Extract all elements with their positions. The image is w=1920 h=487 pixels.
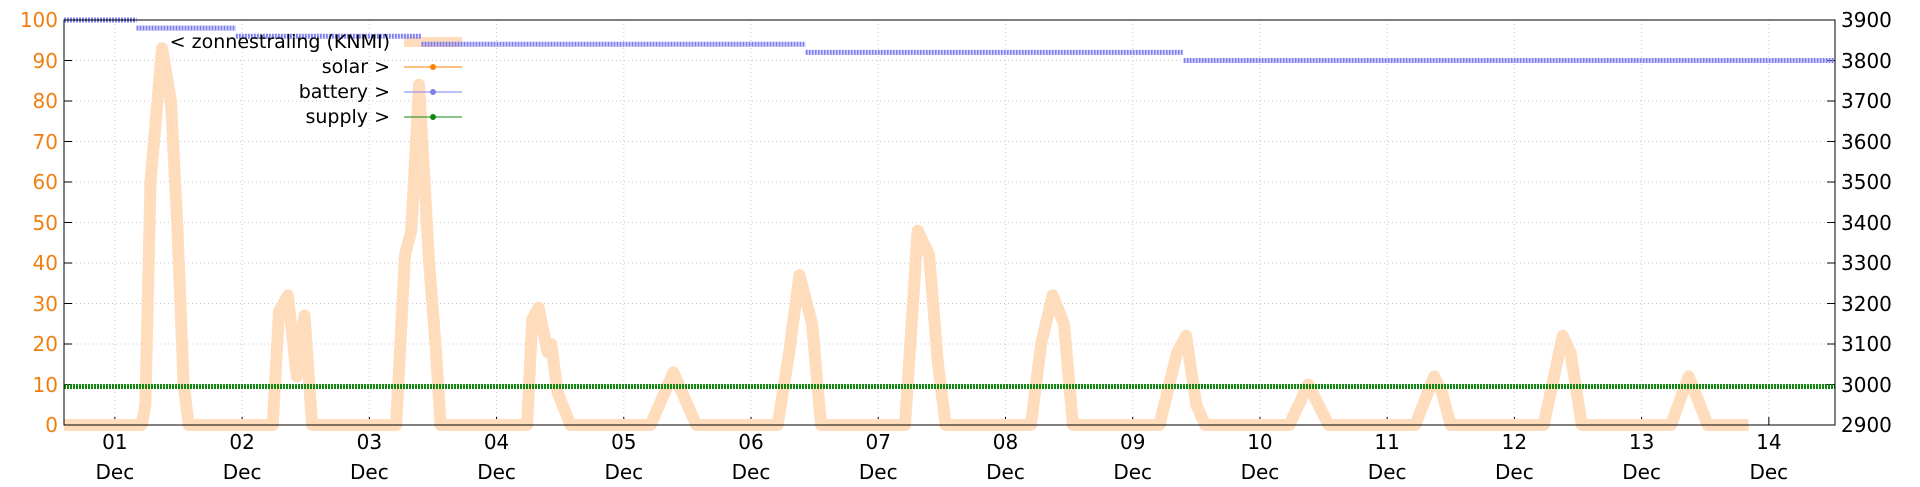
x-tick-label: 02 Dec bbox=[222, 430, 262, 484]
x-tick-label: 08 Dec bbox=[986, 430, 1025, 484]
y2-tick-label: 3200 bbox=[1841, 291, 1892, 316]
x-tick-label: 12 Dec bbox=[1495, 430, 1534, 484]
legend-label: < zonnestraling (KNMI) bbox=[169, 31, 390, 53]
x-tick-label: 05 Dec bbox=[604, 430, 644, 484]
legend-label: supply > bbox=[305, 106, 390, 128]
y2-tick-label: 3100 bbox=[1841, 332, 1892, 356]
y2-tick-label: 3600 bbox=[1841, 129, 1892, 154]
y-tick-label: 30 bbox=[32, 291, 58, 316]
x-tick-label: 01 Dec bbox=[95, 430, 135, 484]
y-tick-label: 10 bbox=[32, 372, 58, 397]
x-tick-label: 07 Dec bbox=[858, 430, 898, 484]
x-tick-label: 06 Dec bbox=[731, 430, 771, 484]
y-tick-label: 20 bbox=[32, 332, 58, 356]
legend-label: solar > bbox=[321, 56, 390, 78]
y-tick-label: 80 bbox=[32, 89, 58, 113]
y2-tick-label: 3800 bbox=[1841, 48, 1892, 73]
x-tick-label: 04 Dec bbox=[477, 430, 516, 484]
x-tick-label: 11 Dec bbox=[1367, 430, 1407, 484]
y2-tick-label: 3400 bbox=[1841, 210, 1892, 235]
x-tick-label: 09 Dec bbox=[1113, 430, 1153, 484]
x-tick-label: 14 Dec bbox=[1749, 430, 1789, 484]
y2-tick-label: 3700 bbox=[1841, 89, 1892, 113]
legend-marker bbox=[430, 89, 436, 95]
y2-tick-label: 3500 bbox=[1841, 170, 1892, 194]
legend-marker bbox=[430, 114, 436, 120]
y2-tick-label: 3900 bbox=[1841, 8, 1892, 32]
y-tick-label: 0 bbox=[45, 413, 58, 437]
y-tick-label: 70 bbox=[32, 129, 58, 154]
y-tick-label: 100 bbox=[19, 8, 58, 32]
plot-frame bbox=[63, 19, 1836, 426]
y-tick-label: 60 bbox=[32, 170, 58, 194]
y2-tick-label: 3300 bbox=[1841, 251, 1892, 275]
x-tick-label: 03 Dec bbox=[349, 430, 389, 484]
y2-tick-label: 3000 bbox=[1841, 372, 1892, 397]
y-tick-label: 50 bbox=[32, 210, 58, 235]
legend-marker bbox=[430, 64, 436, 70]
y-tick-label: 90 bbox=[32, 48, 58, 73]
y-tick-label: 40 bbox=[32, 251, 58, 275]
x-tick-label: 10 Dec bbox=[1240, 430, 1280, 484]
legend-label: battery > bbox=[298, 81, 390, 103]
x-tick-label: 13 Dec bbox=[1622, 430, 1661, 484]
y2-tick-label: 2900 bbox=[1841, 413, 1892, 437]
